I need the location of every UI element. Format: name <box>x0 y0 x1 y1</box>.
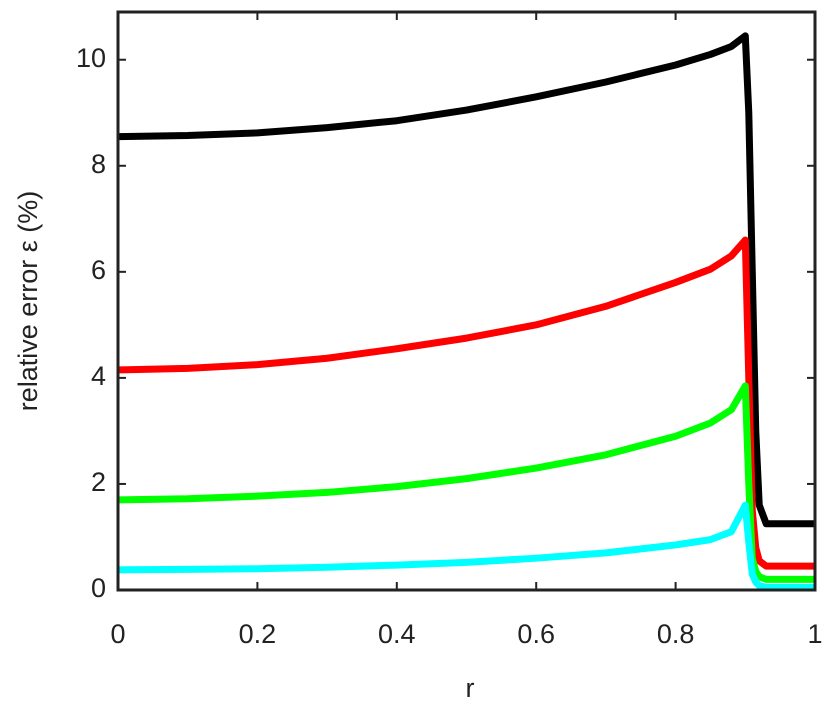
x-axis-label: r <box>466 673 475 703</box>
x-tick-label: 0.4 <box>378 619 416 649</box>
y-tick-label: 10 <box>76 43 106 73</box>
y-tick-label: 4 <box>91 361 106 391</box>
x-tick-label: 0.8 <box>657 619 695 649</box>
y-axis-label: relative error ε (%) <box>13 191 43 412</box>
y-tick-label: 8 <box>91 149 106 179</box>
y-tick-label: 2 <box>91 467 106 497</box>
x-tick-label: 0 <box>110 619 125 649</box>
series-line <box>118 382 815 583</box>
series-line <box>118 501 815 590</box>
y-tick-label: 0 <box>91 573 106 603</box>
x-tick-label: 0.6 <box>517 619 555 649</box>
plot-frame <box>116 10 817 592</box>
x-tick-label: 1 <box>807 619 822 649</box>
y-tick-label: 6 <box>91 255 106 285</box>
x-tick-label: 0.2 <box>239 619 277 649</box>
series-line <box>118 32 815 528</box>
series-line <box>118 236 815 570</box>
